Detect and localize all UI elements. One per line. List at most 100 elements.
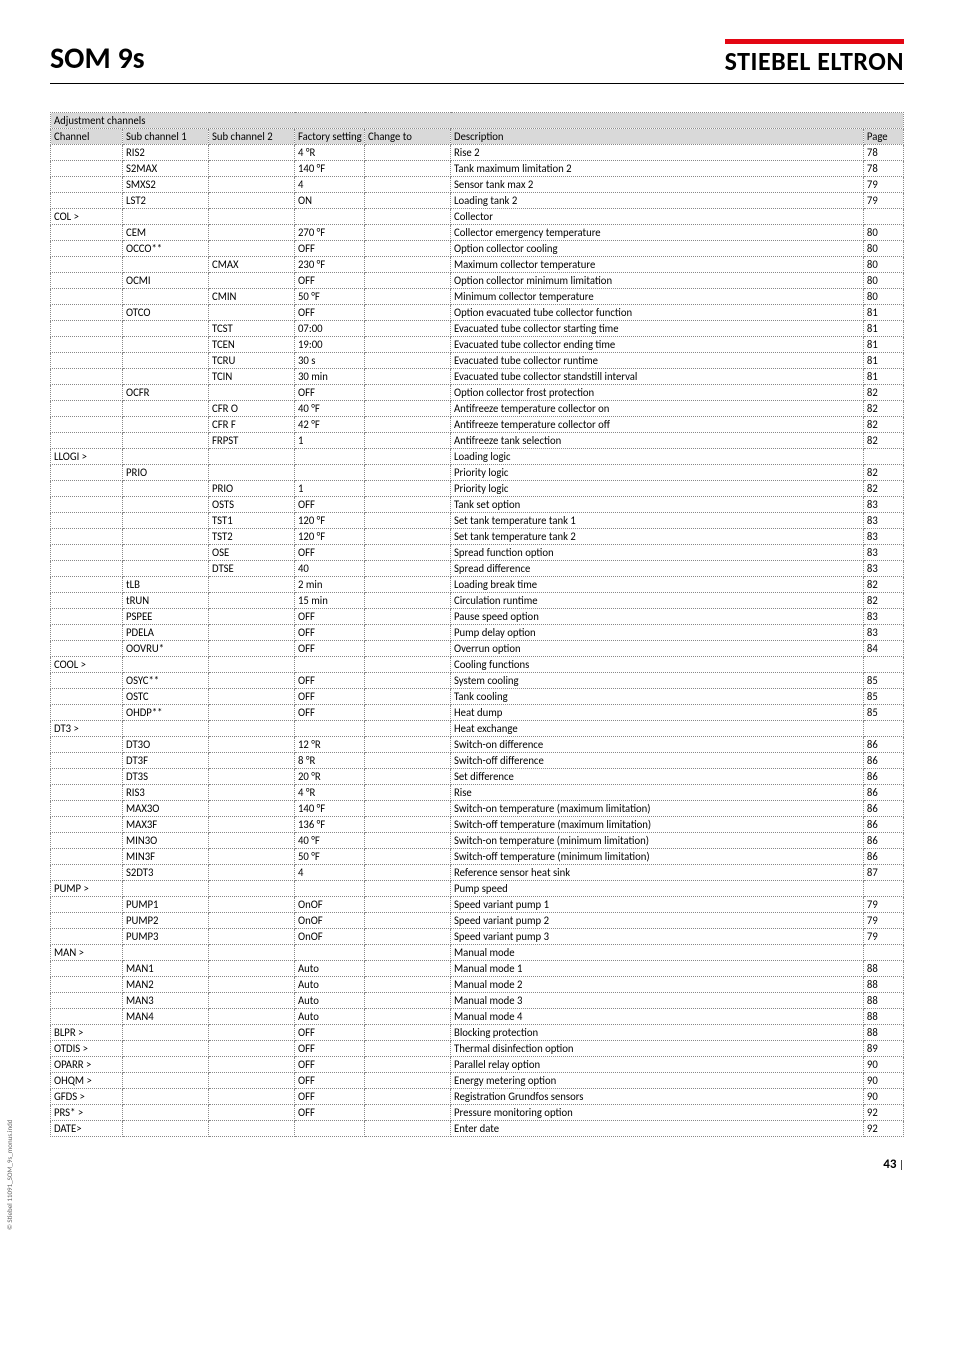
table-cell xyxy=(365,1073,451,1089)
table-cell: 80 xyxy=(863,225,903,241)
page-number: 43 | xyxy=(883,1157,904,1172)
table-cell: 81 xyxy=(863,353,903,369)
th-factory: Factory setting xyxy=(295,129,365,145)
th-desc: Description xyxy=(451,129,864,145)
table-cell xyxy=(123,1073,209,1089)
table-cell xyxy=(365,481,451,497)
table-cell xyxy=(123,289,209,305)
table-cell: 83 xyxy=(863,609,903,625)
table-cell: System cooling xyxy=(451,673,864,689)
table-cell: 83 xyxy=(863,545,903,561)
table-row: TCIN30 minEvacuated tube collector stand… xyxy=(51,369,904,385)
table-row: MIN3O 40 °F Switch-on temperature (minimum… xyxy=(51,833,904,849)
table-cell: TCRU xyxy=(209,353,295,369)
table-cell xyxy=(51,481,123,497)
table-row: PUMP1OnOFSpeed variant pump 179 xyxy=(51,897,904,913)
table-cell xyxy=(123,545,209,561)
table-cell: PUMP3 xyxy=(123,929,209,945)
table-cell xyxy=(365,977,451,993)
table-cell xyxy=(51,673,123,689)
table-cell: TST2 xyxy=(209,529,295,545)
table-cell xyxy=(51,849,123,865)
table-cell xyxy=(365,673,451,689)
table-row: CEM270 °FCollector emergency temperature… xyxy=(51,225,904,241)
table-cell xyxy=(365,353,451,369)
table-cell: 88 xyxy=(863,961,903,977)
table-cell xyxy=(209,977,295,993)
table-row: PRIOPriority logic82 xyxy=(51,465,904,481)
table-cell: 82 xyxy=(863,577,903,593)
table-cell xyxy=(51,529,123,545)
table-cell: Switch-on temperature (minimum limitatio… xyxy=(451,833,864,849)
table-cell xyxy=(365,561,451,577)
table-cell: OOVRU* xyxy=(123,641,209,657)
table-cell xyxy=(209,1025,295,1041)
table-cell: 86 xyxy=(863,769,903,785)
table-cell xyxy=(365,1041,451,1057)
table-cell xyxy=(365,545,451,561)
table-cell: Loading tank 2 xyxy=(451,193,864,209)
table-row: MAN2AutoManual mode 288 xyxy=(51,977,904,993)
table-cell: 81 xyxy=(863,337,903,353)
table-cell: 90 xyxy=(863,1089,903,1105)
table-cell: 4 xyxy=(295,177,365,193)
brand-topbar xyxy=(725,39,904,44)
table-cell xyxy=(51,1009,123,1025)
table-cell: Manual mode 4 xyxy=(451,1009,864,1025)
table-cell: CFR O xyxy=(209,401,295,417)
table-cell: 40 °F xyxy=(295,833,365,849)
table-cell: MAX3O xyxy=(123,801,209,817)
table-cell: 120 °F xyxy=(295,529,365,545)
table-cell: Set difference xyxy=(451,769,864,785)
table-cell: Evacuated tube collector ending time xyxy=(451,337,864,353)
table-cell xyxy=(123,417,209,433)
table-row: CFR F42 °FAntifreeze temperature collect… xyxy=(51,417,904,433)
table-cell: 230 °F xyxy=(295,257,365,273)
table-cell xyxy=(123,353,209,369)
table-cell: OFF xyxy=(295,673,365,689)
table-cell: Switch-off temperature (minimum limitati… xyxy=(451,849,864,865)
table-cell: Rise 2 xyxy=(451,145,864,161)
table-cell: DT3O xyxy=(123,737,209,753)
table-cell xyxy=(209,209,295,225)
table-cell: 15 min xyxy=(295,593,365,609)
adjustment-channels-table: Adjustment channels Channel Sub channel … xyxy=(50,112,904,1137)
table-cell xyxy=(123,497,209,513)
table-row: DT3 >Heat exchange xyxy=(51,721,904,737)
table-cell: DT3S xyxy=(123,769,209,785)
page-header: SOM 9s STIEBEL ELTRON xyxy=(50,40,904,77)
table-cell xyxy=(51,689,123,705)
table-cell xyxy=(209,673,295,689)
table-cell: MAN4 xyxy=(123,1009,209,1025)
table-cell: Sensor tank max 2 xyxy=(451,177,864,193)
table-cell xyxy=(295,945,365,961)
table-body: RIS24 °RRise 278S2MAX140 °FTank maximum … xyxy=(51,145,904,1137)
page-footer: 43 | xyxy=(50,1157,904,1172)
table-caption: Adjustment channels xyxy=(51,113,904,129)
table-cell: 83 xyxy=(863,497,903,513)
table-cell xyxy=(295,209,365,225)
table-cell: 88 xyxy=(863,977,903,993)
table-row: OSTSOFFTank set option83 xyxy=(51,497,904,513)
th-page: Page xyxy=(863,129,903,145)
table-cell: MIN3O xyxy=(123,833,209,849)
table-row: PUMP3OnOFSpeed variant pump 379 xyxy=(51,929,904,945)
table-row: PRIO1Priority logic82 xyxy=(51,481,904,497)
table-cell xyxy=(209,225,295,241)
table-cell: Tank cooling xyxy=(451,689,864,705)
table-cell xyxy=(51,641,123,657)
table-cell xyxy=(51,929,123,945)
table-cell: 79 xyxy=(863,897,903,913)
table-cell: GFDS > xyxy=(51,1089,123,1105)
table-cell xyxy=(209,945,295,961)
table-cell xyxy=(51,961,123,977)
table-cell xyxy=(51,913,123,929)
table-cell: 19:00 xyxy=(295,337,365,353)
table-cell xyxy=(123,945,209,961)
table-cell: OFF xyxy=(295,705,365,721)
table-row: RIS24 °RRise 278 xyxy=(51,145,904,161)
table-cell: MAX3F xyxy=(123,817,209,833)
table-cell: 40 °F xyxy=(295,401,365,417)
table-cell xyxy=(123,1057,209,1073)
table-row: OSEOFFSpread function option83 xyxy=(51,545,904,561)
